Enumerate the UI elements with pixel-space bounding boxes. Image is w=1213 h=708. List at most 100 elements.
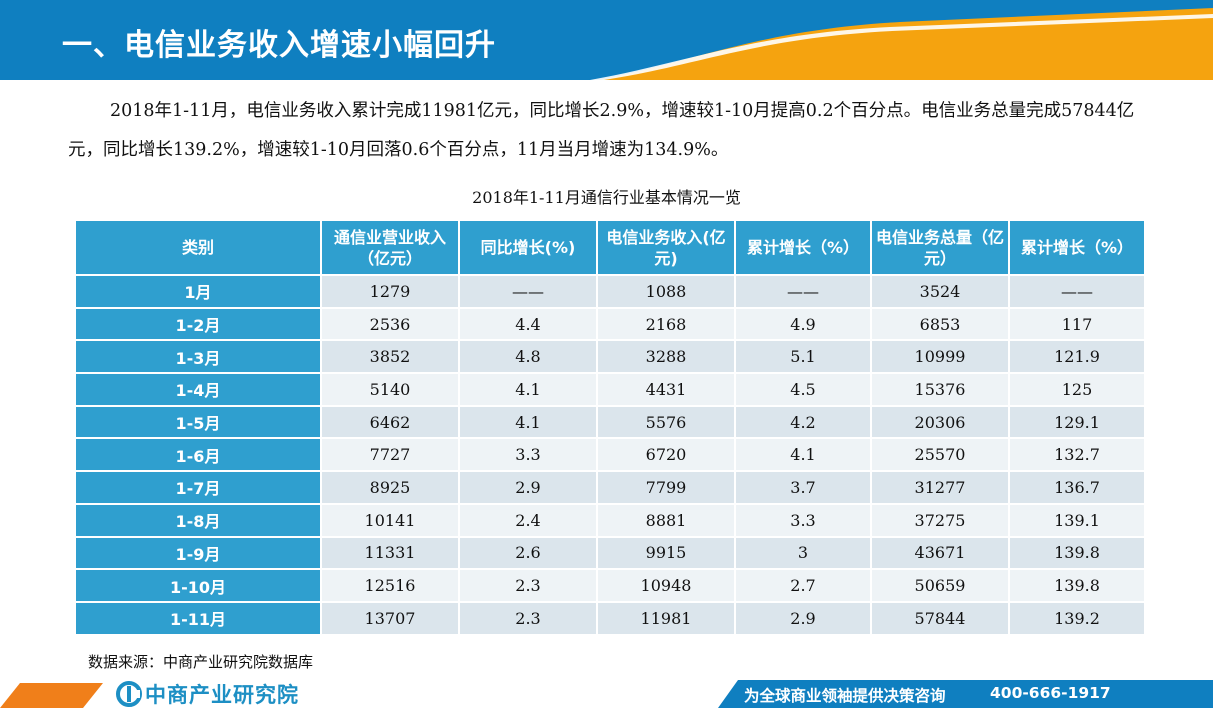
table-cell: 139.8 [1010,570,1144,603]
table-cell: 50659 [872,570,1008,603]
column-header: 类别 [76,221,320,276]
table-cell: 12516 [322,570,458,603]
table-cell: —— [1010,276,1144,309]
table-cell: 11981 [598,602,734,636]
table-cell: 4.1 [460,406,596,440]
table-cell: —— [460,276,596,309]
table-cell: 132.7 [1010,439,1144,473]
table-cell: 2.9 [460,472,596,505]
table-cell: 2.6 [460,537,596,571]
page-title: 一、电信业务收入增速小幅回升 [62,28,496,63]
table-cell: 4.5 [736,374,870,407]
table-cell: 7727 [322,439,458,473]
zhongshang-logo-icon [116,681,142,707]
table-cell: 10141 [322,504,458,538]
table-cell: 3.3 [736,504,870,538]
table-cell: 37275 [872,504,1008,538]
table-cell: 7799 [598,472,734,505]
table-cell: 139.2 [1010,602,1144,636]
table-cell: 121.9 [1010,341,1144,375]
table-cell: 11331 [322,537,458,571]
table-cell: 129.1 [1010,406,1144,440]
row-label: 1-4月 [76,374,320,407]
table-cell: 117 [1010,308,1144,342]
table-cell: 2.4 [460,504,596,538]
table-cell: 20306 [872,406,1008,440]
table-caption: 2018年1-11月通信行业基本情况一览 [472,188,741,207]
company-logo: 中商产业研究院 [116,681,299,707]
table-cell: 1279 [322,276,458,309]
table-row: 1-7月 8925 2.9 7799 3.7 31277 136.7 [76,472,1144,505]
table-cell: 2.7 [736,570,870,603]
row-label: 1-2月 [76,308,320,342]
header-background [0,0,1213,80]
table-cell: 4.9 [736,308,870,342]
table-cell: 10999 [872,341,1008,375]
table-cell: 4.1 [736,439,870,473]
table-row: 1-2月 2536 4.4 2168 4.9 6853 117 [76,308,1144,342]
table-row: 1-4月 5140 4.1 4431 4.5 15376 125 [76,374,1144,407]
table-cell: 9915 [598,537,734,571]
footer-bar [0,680,1213,708]
table-cell: —— [736,276,870,309]
footer-slogan: 为全球商业领袖提供决策咨询 [744,687,946,705]
table-cell: 3852 [322,341,458,375]
table-row: 1月 1279 —— 1088 —— 3524 —— [76,276,1144,309]
table-cell: 136.7 [1010,472,1144,505]
table-cell: 4.1 [460,374,596,407]
table-cell: 3.7 [736,472,870,505]
table-cell: 3288 [598,341,734,375]
table-cell: 139.8 [1010,537,1144,571]
row-label: 1月 [76,276,320,309]
table-cell: 8925 [322,472,458,505]
row-label: 1-7月 [76,472,320,505]
table-cell: 4.2 [736,406,870,440]
column-header: 累计增长（%） [1010,221,1144,276]
table-cell: 125 [1010,374,1144,407]
table-cell: 43671 [872,537,1008,571]
header-banner: 一、电信业务收入增速小幅回升 [0,0,1213,80]
row-label: 1-6月 [76,439,320,473]
table-cell: 6853 [872,308,1008,342]
table-cell: 3 [736,537,870,571]
table-cell: 5140 [322,374,458,407]
table-cell: 4.8 [460,341,596,375]
table-row: 1-6月 7727 3.3 6720 4.1 25570 132.7 [76,439,1144,473]
table-row: 1-11月 13707 2.3 11981 2.9 57844 139.2 [76,602,1144,636]
table-cell: 6720 [598,439,734,473]
table-cell: 2.3 [460,602,596,636]
table-cell: 4.4 [460,308,596,342]
table-row: 1-5月 6462 4.1 5576 4.2 20306 129.1 [76,406,1144,440]
telecom-data-table: 类别 通信业营业收入（亿元） 同比增长(%) 电信业务收入(亿元) 累计增长（%… [74,221,1146,636]
data-source-note: 数据来源：中商产业研究院数据库 [88,653,314,671]
table-cell: 25570 [872,439,1008,473]
column-header: 电信业务收入(亿元) [598,221,734,276]
footer-phone: 400-666-1917 [990,684,1111,702]
logo-text: 中商产业研究院 [145,683,299,707]
table-row: 1-9月 11331 2.6 9915 3 43671 139.8 [76,537,1144,571]
table-cell: 4431 [598,374,734,407]
table-cell: 2.3 [460,570,596,603]
column-header: 通信业营业收入（亿元） [322,221,458,276]
table-cell: 3.3 [460,439,596,473]
row-label: 1-9月 [76,537,320,571]
row-label: 1-11月 [76,602,320,636]
table-cell: 2.9 [736,602,870,636]
table-cell: 5.1 [736,341,870,375]
table-cell: 15376 [872,374,1008,407]
row-label: 1-5月 [76,406,320,440]
table-cell: 8881 [598,504,734,538]
table-cell: 57844 [872,602,1008,636]
row-label: 1-8月 [76,504,320,538]
table-cell: 2168 [598,308,734,342]
intro-paragraph: 2018年1-11月，电信业务收入累计完成11981亿元，同比增长2.9%，增速… [68,101,1135,160]
table-cell: 2536 [322,308,458,342]
table-row: 1-8月 10141 2.4 8881 3.3 37275 139.1 [76,504,1144,538]
table-cell: 31277 [872,472,1008,505]
table-cell: 10948 [598,570,734,603]
table-row: 1-10月 12516 2.3 10948 2.7 50659 139.8 [76,570,1144,603]
table-row: 1-3月 3852 4.8 3288 5.1 10999 121.9 [76,341,1144,375]
table-cell: 13707 [322,602,458,636]
table-cell: 3524 [872,276,1008,309]
table-cell: 6462 [322,406,458,440]
